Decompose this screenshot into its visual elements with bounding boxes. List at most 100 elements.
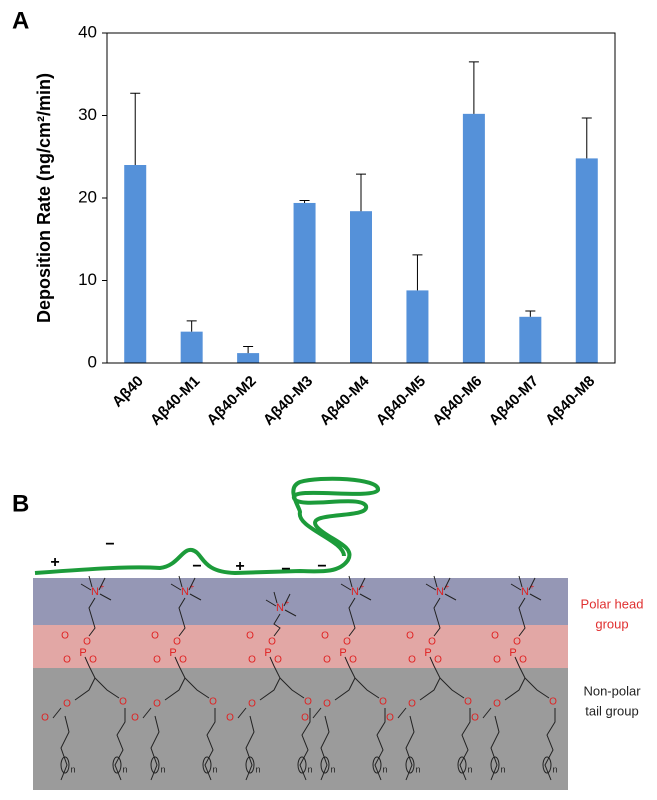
atom: N: [181, 586, 189, 598]
atom: O: [151, 631, 159, 642]
atom: +: [530, 582, 535, 591]
atom: N: [521, 586, 529, 598]
bar: [462, 113, 485, 363]
bond: [265, 591, 297, 617]
atom: O: [248, 699, 256, 710]
layer-label: group: [595, 616, 628, 631]
bar: [350, 211, 372, 363]
y-tick-label: 20: [78, 187, 97, 206]
y-tick-label: 40: [78, 22, 97, 41]
atom: O: [428, 637, 436, 648]
y-tick-label: 10: [78, 270, 97, 289]
atom: O: [226, 713, 234, 724]
x-tick-label: Aβ40-M8: [542, 373, 598, 429]
error-bar: [299, 199, 310, 203]
atom: O: [549, 697, 557, 708]
x-tick-label: Aβ40: [109, 373, 147, 411]
atom: O: [246, 631, 254, 642]
atom: O: [321, 631, 329, 642]
atom: O: [464, 697, 472, 708]
bond: [425, 575, 457, 601]
phosphate-layer: [33, 625, 568, 668]
atom: O: [471, 713, 479, 724]
error-bar: [581, 117, 592, 159]
plot-frame: [106, 32, 616, 364]
atom: n: [255, 764, 260, 774]
bond: [340, 575, 372, 601]
x-tick-label: Aβ40-M5: [373, 373, 429, 429]
charge: −: [281, 561, 290, 578]
atom: n: [307, 764, 312, 774]
bar: [180, 331, 203, 363]
peptide-chain: [34, 476, 380, 576]
charge: −: [192, 558, 201, 575]
atom: n: [382, 764, 387, 774]
atom: O: [406, 631, 414, 642]
repeat-bracket: [542, 756, 552, 774]
repeat-bracket: [490, 756, 500, 774]
x-tick-label: Aβ40-M4: [316, 372, 373, 429]
charge: +: [50, 554, 59, 571]
bond: [142, 707, 216, 781]
atom: P: [509, 647, 516, 659]
tail-layer: [33, 668, 568, 790]
bond: [504, 656, 550, 701]
atom: O: [131, 713, 139, 724]
charge: −: [105, 536, 114, 553]
bond: [433, 597, 441, 637]
bond: [80, 575, 112, 601]
atom: O: [248, 655, 256, 666]
atom: N: [436, 586, 444, 598]
atom: N: [351, 586, 359, 598]
atom: O: [63, 699, 71, 710]
bond: [88, 597, 96, 637]
atom: P: [424, 647, 431, 659]
repeat-bracket: [297, 756, 307, 774]
atom: P: [169, 647, 176, 659]
atom: O: [63, 655, 71, 666]
layer-label: tail group: [585, 703, 638, 718]
repeat-bracket: [372, 756, 382, 774]
atom: n: [70, 764, 75, 774]
bond: [312, 707, 386, 781]
bond: [348, 597, 356, 637]
bar: [519, 316, 542, 363]
repeat-bracket: [112, 756, 122, 774]
atom: P: [79, 647, 86, 659]
atom: O: [408, 699, 416, 710]
layer-label: Polar head: [581, 596, 644, 611]
y-tick-label: 0: [88, 352, 97, 371]
repeat-bracket: [320, 756, 330, 774]
error-bar: [412, 254, 423, 291]
atom: P: [264, 647, 271, 659]
atom: n: [467, 764, 472, 774]
atom: O: [379, 697, 387, 708]
atom: +: [360, 582, 365, 591]
atom: n: [160, 764, 165, 774]
atom: n: [500, 764, 505, 774]
error-bar: [243, 346, 254, 354]
repeat-bracket: [245, 756, 255, 774]
bond: [164, 656, 210, 701]
x-tick-label: Aβ40-M2: [204, 373, 260, 429]
atom: N: [91, 586, 99, 598]
repeat-bracket: [457, 756, 467, 774]
atom: O: [323, 655, 331, 666]
atom: O: [343, 637, 351, 648]
atom: O: [323, 699, 331, 710]
x-tick-label: Aβ40-M7: [486, 373, 542, 429]
atom: O: [349, 655, 357, 666]
x-tick-label: Aβ40-M6: [429, 373, 485, 429]
panel-label: B: [12, 490, 29, 517]
atom: O: [408, 655, 416, 666]
bar: [575, 158, 598, 363]
atom: n: [212, 764, 217, 774]
atom: n: [122, 764, 127, 774]
atom: n: [330, 764, 335, 774]
atom: O: [173, 637, 181, 648]
bar: [406, 290, 429, 363]
atom: O: [119, 697, 127, 708]
layer-label: Non-polar: [583, 683, 641, 698]
x-tick-label: Aβ40-M3: [260, 373, 316, 429]
